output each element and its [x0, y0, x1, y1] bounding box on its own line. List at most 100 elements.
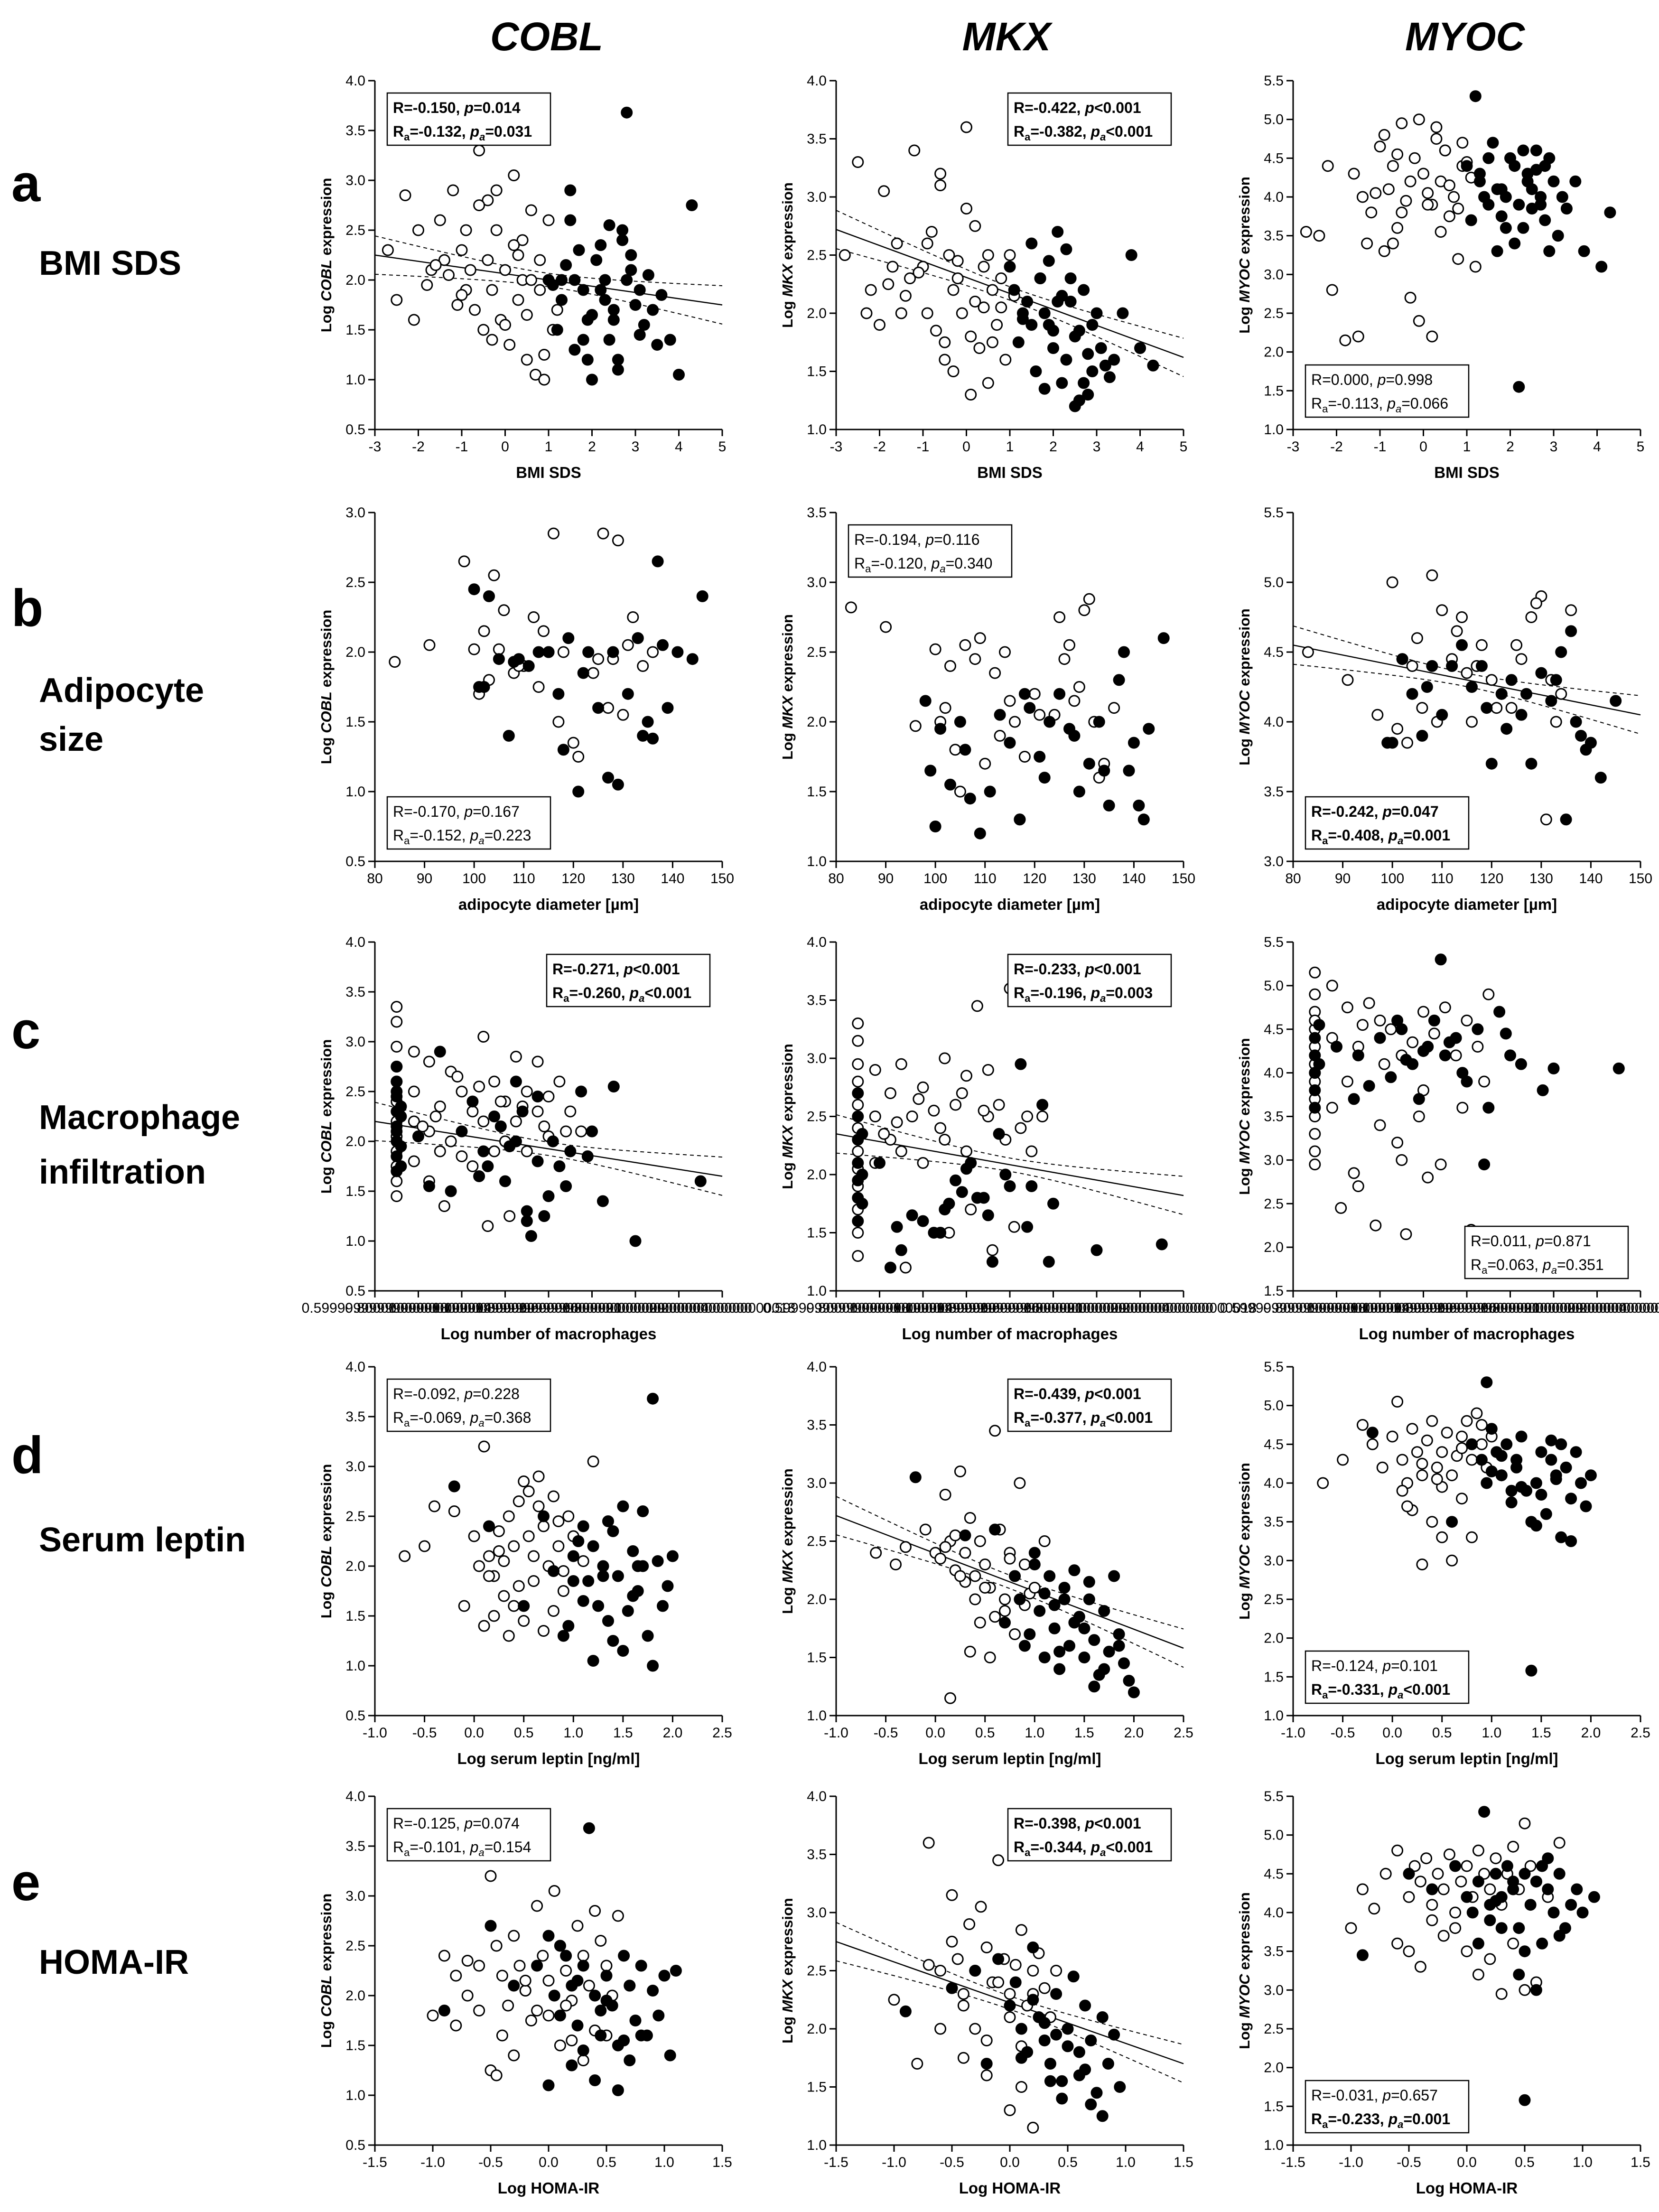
data-point-obese: [1098, 765, 1110, 777]
data-point-lean: [1515, 653, 1528, 665]
x-tick-label: -0.5: [1331, 1725, 1355, 1741]
data-point-obese: [412, 1130, 424, 1142]
data-point-lean: [1452, 203, 1464, 215]
data-point-lean: [944, 660, 956, 672]
confidence-band-lower: [1293, 663, 1641, 735]
data-point-lean: [552, 1515, 565, 1527]
data-point-lean: [1400, 1228, 1412, 1241]
data-point-lean: [612, 534, 624, 547]
stats-p-value: <0.001: [633, 961, 680, 978]
data-point-obese: [1133, 799, 1145, 812]
data-point-obese: [391, 1091, 403, 1102]
data-point-lean: [951, 1953, 964, 1965]
data-point-lean: [468, 643, 480, 655]
stats-subscript: a: [940, 563, 945, 575]
stats-p-value: =0.998: [1386, 371, 1433, 388]
data-point-lean: [464, 264, 476, 276]
data-point-lean: [485, 1870, 497, 1882]
data-point-lean: [478, 625, 490, 637]
data-point-obese: [1487, 137, 1499, 149]
stats-subscript: a: [1025, 131, 1031, 143]
data-point-lean: [891, 237, 903, 250]
x-tick-label: 5: [1637, 439, 1645, 455]
data-point-obese: [599, 274, 611, 286]
stats-r-symbol: R: [1311, 1681, 1322, 1698]
y-tick-label: 1.5: [807, 1225, 827, 1241]
data-point-lean: [1422, 187, 1434, 199]
data-point-lean: [521, 309, 533, 321]
data-point-obese: [1422, 1041, 1434, 1053]
data-point-obese: [456, 1125, 468, 1138]
data-point-lean: [510, 1051, 522, 1063]
y-tick-label: 1.5: [345, 322, 365, 338]
stats-subscript: a: [1398, 835, 1403, 847]
data-point-lean: [532, 681, 545, 693]
data-point-lean: [965, 1204, 977, 1215]
data-point-lean: [908, 144, 921, 157]
data-point-lean: [1450, 1049, 1462, 1062]
x-tick-label: 120: [1480, 871, 1503, 887]
stats-r-symbol: R: [854, 555, 865, 572]
stats-p-symbol: p: [1377, 371, 1386, 388]
data-point-obese: [1542, 1883, 1554, 1895]
y-tick-label: 3.5: [345, 1409, 365, 1425]
data-point-obese: [1481, 1376, 1493, 1389]
data-point-lean: [1396, 206, 1408, 219]
data-point-lean: [1034, 709, 1046, 721]
data-point-lean: [1413, 1111, 1425, 1122]
data-point-obese: [1565, 1899, 1577, 1911]
data-point-lean: [1449, 1922, 1462, 1934]
data-point-lean: [1391, 723, 1404, 735]
data-point-obese: [1123, 765, 1135, 777]
data-point-lean: [965, 389, 977, 401]
y-tick-label: 2.5: [345, 1938, 365, 1954]
stats-adjusted-line: Ra=-0.196, pa=0.003: [1014, 984, 1153, 1004]
data-point-obese: [1491, 183, 1503, 196]
data-point-obese: [595, 2005, 607, 2016]
data-point-obese: [1038, 383, 1051, 395]
y-tick-label: 3.0: [345, 1888, 365, 1904]
data-point-obese: [1475, 660, 1488, 672]
y-axis-label-part: COBL: [318, 260, 335, 301]
data-point-obese: [1108, 2028, 1120, 2041]
y-tick-label: 3.0: [807, 575, 827, 590]
stats-r-symbol: R: [1311, 2110, 1322, 2128]
data-point-obese: [627, 1545, 639, 1557]
stats-p-value: =0.223: [485, 827, 531, 844]
data-point-lean: [1553, 1837, 1566, 1849]
data-point-obese: [1537, 1084, 1549, 1096]
data-point-obese: [1034, 272, 1046, 284]
x-tick-label: 110: [1431, 871, 1454, 887]
data-point-lean: [525, 274, 537, 286]
y-tick-label: 5.0: [1264, 978, 1284, 994]
y-tick-label: 1.5: [345, 714, 365, 730]
stats-p-symbol: p: [1084, 1815, 1094, 1832]
column-title-myoc: MYOC: [1405, 14, 1525, 59]
data-point-lean: [865, 284, 877, 296]
data-point-obese: [943, 1197, 955, 1210]
data-point-lean: [1348, 1167, 1360, 1179]
data-point-obese: [1096, 2011, 1109, 2023]
data-point-obese: [1118, 646, 1130, 658]
y-tick-label: 2.5: [345, 575, 365, 590]
y-tick-label: 1.0: [1264, 422, 1284, 438]
data-point-lean: [1507, 1840, 1519, 1853]
x-tick-label: 2.5: [712, 1725, 732, 1741]
data-point-obese: [1056, 377, 1068, 389]
y-tick-label: 4.5: [1264, 1437, 1284, 1452]
data-point-lean: [1428, 1027, 1440, 1040]
data-point-lean: [939, 1134, 951, 1146]
data-point-obese: [572, 785, 585, 798]
data-point-obese: [1570, 1446, 1582, 1458]
data-point-lean: [1014, 1477, 1026, 1489]
y-tick-label: 4.0: [345, 73, 365, 89]
y-axis-label: Log COBL expression: [318, 610, 335, 765]
data-point-obese: [1542, 1852, 1554, 1865]
x-tick-label: 0.80000000000000004: [806, 1300, 953, 1316]
data-point-obese: [1098, 1605, 1110, 1617]
x-tick-label: 0.80000000000000004: [1263, 1300, 1410, 1316]
data-point-lean: [421, 279, 433, 291]
y-tick-label: 1.5: [807, 364, 827, 380]
data-point-lean: [478, 1620, 490, 1632]
data-point-obese: [494, 1120, 507, 1132]
